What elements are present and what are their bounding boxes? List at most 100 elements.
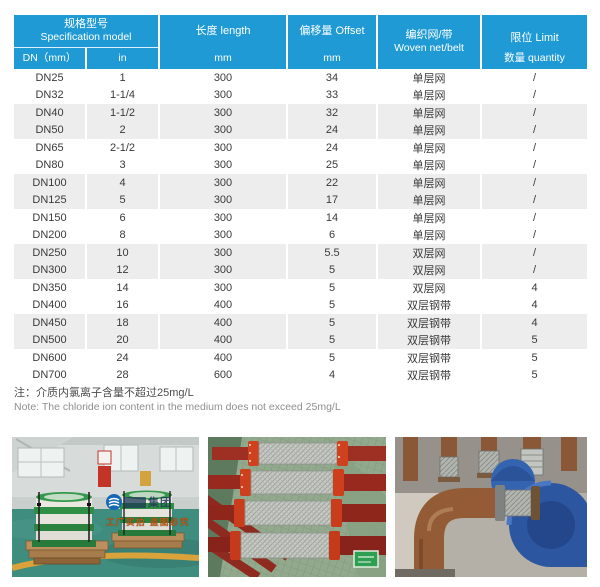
table-cell: 1 <box>119 71 126 84</box>
table-cell: 1-1/2 <box>87 104 158 122</box>
table-cell: DN700 <box>32 369 67 382</box>
table-cell: 5 <box>288 261 376 279</box>
header-specification-en: Specification model <box>40 31 132 44</box>
table-cell: 单层网 <box>412 160 446 173</box>
header-woven-en: Woven net/belt <box>394 42 464 55</box>
table-cell: DN350 <box>32 281 67 294</box>
table-cell: / <box>532 141 537 154</box>
table-cell: 300 <box>213 159 233 172</box>
table-cell: 5 <box>87 191 158 209</box>
table-cell: / <box>482 191 587 209</box>
table-cell: 24 <box>288 121 376 139</box>
table-cell: 12 <box>87 261 158 279</box>
table-cell: 20 <box>87 331 158 349</box>
table-row: DN200 8 300 6 单层网 / <box>14 227 587 245</box>
note-line-en: Note: The chloride ion content in the me… <box>14 401 341 413</box>
table-row: DN80 3 300 25 单层网 / <box>14 157 587 175</box>
table-cell: DN200 <box>32 229 67 242</box>
table-body: DN25 1 300 34 单层网 / DN32 1-1/4 300 33 单层网 / DN40 1-1/… <box>14 69 587 384</box>
header-offset: 偏移量 Offset <box>288 15 376 48</box>
factory-photo-illustration <box>12 437 199 577</box>
table-cell: 单层网 <box>378 104 480 122</box>
table-cell: 300 <box>160 104 286 122</box>
table-cell: 单层网 <box>412 230 446 243</box>
table-cell: 300 <box>160 191 286 209</box>
table-cell: 33 <box>325 89 339 102</box>
table-cell: 300 <box>160 244 286 262</box>
table-row: DN125 5 300 17 单层网 / <box>14 191 587 209</box>
header-quantity: 数量 quantity <box>482 48 587 69</box>
table-cell: 双层网 <box>412 282 446 295</box>
table-cell: 3 <box>119 159 126 172</box>
header-limit: 限位 Limit <box>482 15 587 48</box>
table-row: DN400 16 400 5 双层钢带 4 <box>14 297 587 315</box>
table-cell: 双层网 <box>378 244 480 262</box>
table-cell: 单层网 <box>378 191 480 209</box>
table-row: DN100 4 300 22 单层网 / <box>14 174 587 192</box>
header-length-unit-label: mm <box>214 51 232 64</box>
table-cell: 5 <box>328 299 336 312</box>
header-woven-zh: 编织网/带 <box>405 29 453 42</box>
table-cell: DN500 <box>14 331 85 349</box>
watermark-logo-icon <box>106 494 122 510</box>
table-cell: 14 <box>325 211 339 224</box>
table-cell: 8 <box>119 229 126 242</box>
table-cell: / <box>482 261 587 279</box>
table-row: DN300 12 300 5 双层网 / <box>14 261 587 279</box>
table-cell: DN25 <box>35 71 64 84</box>
table-cell: 单层网 <box>412 90 446 103</box>
watermark-header: 集团 <box>106 494 198 510</box>
table-row: DN700 28 600 4 双层钢带 5 <box>14 367 587 385</box>
table-header: 规格型号 Specification model 长度 length 偏移量 O… <box>14 15 587 69</box>
table-cell: 5 <box>482 331 587 349</box>
header-specification-model: 规格型号 Specification model <box>14 15 158 48</box>
table-cell: 单层网 <box>412 142 446 155</box>
table-cell: 4 <box>482 314 587 332</box>
table-row: DN350 14 300 5 双层网 4 <box>14 279 587 297</box>
header-inch: in <box>87 48 158 69</box>
table-cell: 400 <box>160 314 286 332</box>
table-cell: 双层钢带 <box>378 314 480 332</box>
table-row: DN600 24 400 5 双层钢带 5 <box>14 349 587 367</box>
table-row: DN32 1-1/4 300 33 单层网 / <box>14 87 587 105</box>
table-cell: DN600 <box>32 351 67 364</box>
table-cell: 14 <box>116 281 129 294</box>
table-cell: 18 <box>87 314 158 332</box>
table-cell: / <box>532 71 537 84</box>
table-cell: 2-1/2 <box>109 141 136 154</box>
photo-braided-joints-rack <box>208 437 386 577</box>
table-cell: DN80 <box>35 159 64 172</box>
table-cell: 400 <box>213 351 233 364</box>
table-cell: DN50 <box>14 121 85 139</box>
table-cell: 400 <box>160 331 286 349</box>
header-length: 长度 length <box>160 15 286 48</box>
table-cell: 4 <box>531 281 538 294</box>
watermark-slogan: 工厂实拍 盗图必究 <box>106 517 190 527</box>
header-dn-label: DN（mm） <box>22 51 77 64</box>
table-cell: DN300 <box>14 261 85 279</box>
pump-photo-illustration <box>395 437 587 577</box>
watermark-company: 集团 <box>148 497 172 509</box>
table-cell: / <box>532 211 537 224</box>
table-cell: 双层钢带 <box>407 370 451 383</box>
header-offset-unit: mm <box>288 48 376 69</box>
header-inch-label: in <box>118 51 127 64</box>
header-quantity-label: 数量 quantity <box>504 51 565 64</box>
table-cell: 5 <box>531 369 538 382</box>
table-cell: DN450 <box>14 314 85 332</box>
table-row: DN250 10 300 5.5 双层网 / <box>14 244 587 262</box>
table-cell: 5 <box>328 281 336 294</box>
table-cell: 24 <box>325 141 339 154</box>
table-cell: 300 <box>213 89 233 102</box>
table-cell: / <box>482 104 587 122</box>
table-cell: DN150 <box>32 211 67 224</box>
watermark: 集团 工厂实拍 盗图必究 <box>106 494 198 528</box>
table-cell: 300 <box>160 121 286 139</box>
table-cell: 10 <box>87 244 158 262</box>
table-cell: 300 <box>213 229 233 242</box>
table-row: DN50 2 300 24 单层网 / <box>14 121 587 139</box>
table-cell: 5 <box>328 351 336 364</box>
table-cell: 300 <box>213 141 233 154</box>
table-cell: 6 <box>119 211 126 224</box>
photo-pump-room <box>395 437 587 577</box>
